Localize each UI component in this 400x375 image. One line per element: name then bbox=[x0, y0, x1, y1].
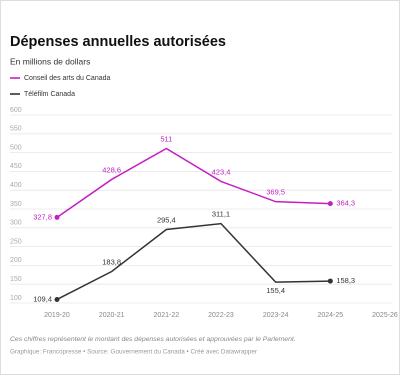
x-tick-label: 2021-22 bbox=[153, 312, 179, 319]
x-tick-label: 2023-24 bbox=[263, 312, 289, 319]
legend-label: Conseil des arts du Canada bbox=[24, 75, 110, 82]
value-label: 311,1 bbox=[212, 210, 230, 219]
value-label: 369,5 bbox=[266, 188, 285, 197]
value-label: 511 bbox=[160, 134, 172, 143]
chart-subtitle: En millions de dollars bbox=[10, 56, 90, 66]
y-tick-label: 400 bbox=[10, 182, 22, 189]
chart-title: Dépenses annuelles autorisées bbox=[10, 34, 226, 50]
value-label: 155,4 bbox=[266, 286, 285, 295]
value-label: 109,4 bbox=[33, 294, 52, 303]
y-tick-label: 150 bbox=[10, 276, 22, 283]
x-tick-label: 2019-20 bbox=[44, 312, 70, 319]
y-tick-label: 100 bbox=[10, 295, 22, 302]
value-label: 364,3 bbox=[336, 199, 355, 208]
y-tick-label: 300 bbox=[10, 220, 22, 227]
y-tick-label: 250 bbox=[10, 238, 22, 245]
y-tick-label: 350 bbox=[10, 201, 22, 208]
value-label: 295,4 bbox=[157, 216, 176, 225]
end-point bbox=[327, 278, 333, 284]
y-tick-label: 200 bbox=[10, 257, 22, 264]
end-point bbox=[54, 214, 60, 220]
y-tick-label: 600 bbox=[10, 107, 22, 114]
value-label: 428,6 bbox=[102, 165, 121, 174]
value-label: 327,8 bbox=[33, 212, 52, 221]
series-line bbox=[56, 147, 331, 218]
x-tick-label: 2022-23 bbox=[208, 312, 234, 319]
legend-label: Téléfilm Canada bbox=[24, 91, 75, 98]
value-label: 423,4 bbox=[212, 167, 231, 176]
x-tick-label: 2025-26 bbox=[372, 312, 398, 319]
y-tick-label: 450 bbox=[10, 163, 22, 170]
y-tick-label: 500 bbox=[10, 144, 22, 151]
y-tick-label: 550 bbox=[10, 126, 22, 133]
end-point bbox=[327, 201, 333, 207]
value-label: 183,8 bbox=[102, 257, 121, 266]
x-tick-label: 2024-25 bbox=[317, 312, 343, 319]
series-line bbox=[56, 222, 331, 301]
x-tick-label: 2020-21 bbox=[99, 312, 125, 319]
note: Ces chiffres représentent le montant des… bbox=[10, 336, 296, 343]
source: Graphique: Francopresse • Source: Gouver… bbox=[10, 349, 257, 356]
end-point bbox=[54, 296, 60, 302]
value-label: 158,3 bbox=[336, 276, 355, 285]
